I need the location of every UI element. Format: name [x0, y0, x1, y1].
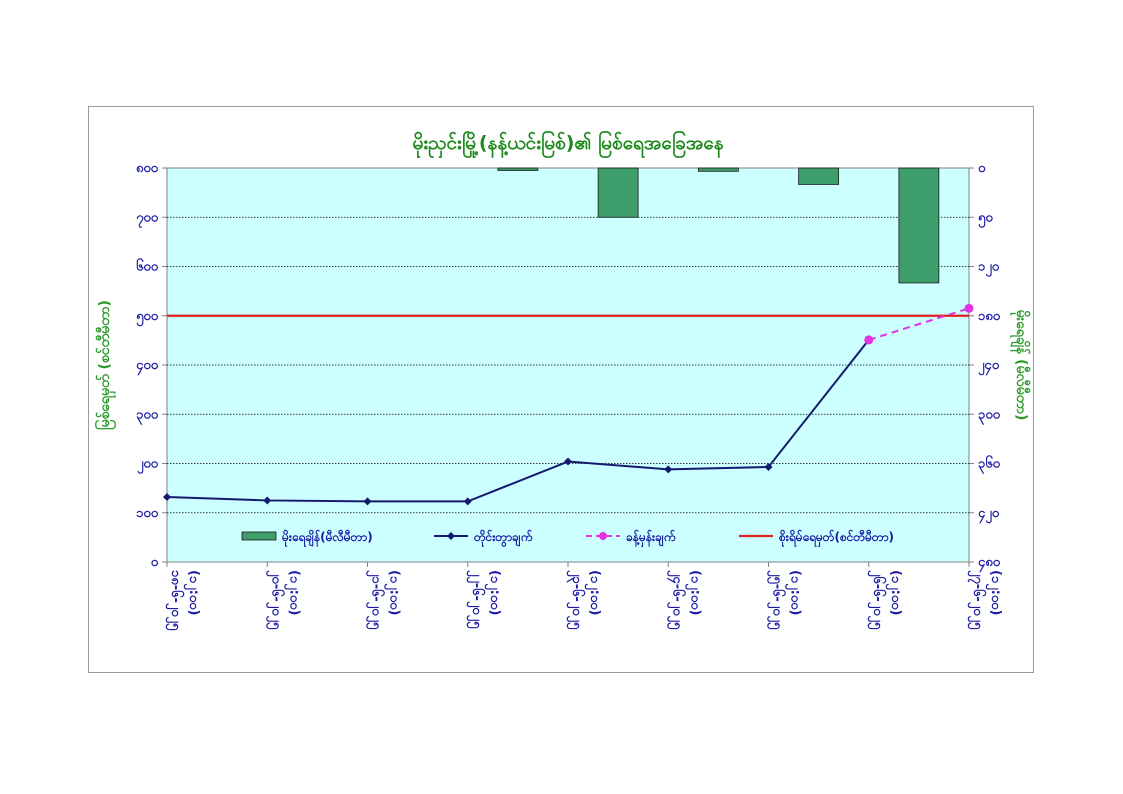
y-axis-label: မြစ်ရေမှတ် (စင်တီမီတာ)	[95, 300, 116, 430]
legend-item: စိုးရိမ်ရေမှတ်(စင်တီမီတာ)	[739, 528, 894, 548]
y-tick-label: ၄၀၀	[136, 358, 159, 376]
y2-tick-label: ၄၂၀	[978, 506, 1000, 524]
y-tick-label: ၈၀၀	[136, 161, 159, 176]
y-tick-label: ၃၀၀	[136, 407, 159, 425]
x-tick-label: ၂၄-၆-၂၀၂၅ (၁၂:၀၀)	[666, 570, 702, 630]
observed-point	[463, 497, 472, 506]
legend-marker	[447, 532, 455, 540]
x-tick-time: (၁၂:၀၀)	[885, 570, 903, 615]
x-tick-time: (၁၂:၀၀)	[283, 570, 301, 615]
legend-label: ခန့်မှန်းချက်	[626, 528, 676, 548]
x-tick-label: ၂၇-၆-၂၀၂၅ (၁၂:၀၀)	[967, 570, 1003, 630]
y2-tick-label: ၄၈၀	[978, 555, 1001, 573]
x-tick-time: (၁၂:၀၀)	[484, 570, 502, 615]
observed-point	[564, 457, 572, 466]
x-tick-label: ၁၈-၆-၂၀၂၅ (၁၂:၀၀)	[165, 570, 201, 631]
y2-tick-label: ၀	[978, 161, 986, 176]
x-tick-date: ၂၅-၆-၂၀၂၅	[767, 570, 787, 630]
legend-item: ခန့်မှန်းချက်	[586, 528, 676, 548]
y-tick-label: ၁၀၀	[136, 506, 159, 521]
y2-tick-label: ၂၄၀	[978, 358, 1000, 376]
rainfall-bar	[497, 167, 539, 171]
observed-point	[263, 496, 272, 505]
forecast-point	[864, 335, 874, 345]
legend-swatch	[241, 531, 277, 541]
x-tick-date: ၂၆-၆-၂၀၂၅	[867, 570, 887, 630]
x-tick-label: ၂၅-၆-၂၀၂၅ (၁၂:၀၀)	[767, 570, 803, 630]
rainfall-bar	[798, 167, 840, 185]
observed-point	[163, 492, 171, 501]
y2-axis-label: မိုးရေချိန် (မီလီမီတာ)	[1010, 310, 1030, 421]
x-tick-date: ၂၂-၆-၂၀၂၅	[466, 570, 486, 629]
x-tick-label: ၂၆-၆-၂၀၂၅ (၁၂:၀၀)	[867, 570, 903, 630]
plot-area	[166, 167, 970, 563]
y2-tick-label: ၁၈၀	[978, 309, 1001, 324]
y2-tick-label: ၅၀	[978, 210, 993, 228]
x-tick-time: (၁၂:၀၀)	[384, 570, 402, 615]
forecast-line	[868, 307, 970, 341]
x-tick-time: (၁၂:၀၀)	[785, 570, 803, 615]
y2-tick-label: ၁၂၀	[978, 260, 1000, 278]
x-tick-date: ၂၇-၆-၂၀၂၅	[967, 570, 987, 630]
rainfall-bar	[597, 167, 639, 218]
x-tick-time: (၁၂:၀၀)	[183, 570, 201, 615]
y-tick-label: ၂၀၀	[137, 457, 159, 475]
observed-point	[363, 497, 372, 506]
legend-marker	[599, 532, 607, 540]
observed-line	[166, 339, 870, 503]
chart-title: မိုးညှင်းမြို့(နန့်ယင်းမြစ်)၏ မြစ်ရေအခြေ…	[412, 129, 723, 159]
x-tick-label: ၂၂-၆-၂၀၂၅ (၁၂:၀၀)	[466, 570, 502, 629]
x-tick-label: ၂၀-၆-၂၀၂၅ (၁၂:၀၀)	[265, 570, 301, 630]
x-tick-label: ၂၃-၆-၂၀၂၅ (၁၂:၀၀)	[566, 570, 602, 630]
rainfall-bar	[697, 167, 739, 172]
rainfall-bar	[898, 167, 940, 284]
legend-label: မိုးရေချိန်(မီလီမီတာ)	[281, 528, 373, 548]
x-tick-label: ၂၁-၆-၂၀၂၅ (၁၂:၀၀)	[366, 570, 402, 630]
observed-point	[764, 462, 773, 471]
legend-item: တိုင်းတွာချက်	[434, 528, 533, 548]
y-tick-label: ၆၀၀	[136, 258, 159, 275]
x-tick-date: ၂၀-၆-၂၀၂၅	[265, 570, 285, 630]
chart-frame: ၀၁၀၀ ၂၀၀ ၃၀၀ ၄၀၀ ၅၀၀ ၆၀၀ ၇၀၀ ၈၀၀၀၅၀ ၁၂၀ ၁၈၀ ၂၄၀ ၃၀၀…	[88, 106, 1034, 673]
y-tick-label: ၀	[151, 555, 159, 570]
legend-item: မိုးရေချိန်(မီလီမီတာ)	[241, 528, 373, 548]
observed-point	[664, 465, 673, 474]
y-tick-label: ၇၀၀	[136, 210, 159, 228]
x-tick-date: ၁၈-၆-၂၀၂၅	[165, 570, 185, 631]
legend-label: စိုးရိမ်ရေမှတ်(စင်တီမီတာ)	[778, 528, 894, 548]
x-tick-time: (၁၂:၀၀)	[985, 570, 1003, 615]
x-tick-time: (၁၂:၀၀)	[584, 570, 602, 615]
x-tick-time: (၁၂:၀၀)	[684, 570, 702, 615]
y2-tick-label: ၃၆၀	[978, 455, 1001, 475]
forecast-point	[964, 303, 974, 313]
x-tick-date: ၂၄-၆-၂၀၂၅	[666, 570, 686, 630]
x-tick-date: ၂၁-၆-၂၀၂၅	[366, 570, 386, 630]
y2-tick-label: ၃၀၀	[978, 407, 1001, 425]
x-tick-date: ၂၃-၆-၂၀၂၅	[566, 570, 586, 630]
legend-label: တိုင်းတွာချက်	[473, 528, 533, 548]
legend: မိုးရေချိန်(မီလီမီတာ) တိုင်းတွာချက် ခန့်မှ…	[241, 528, 894, 548]
y-tick-label: ၅၀၀	[136, 309, 159, 327]
